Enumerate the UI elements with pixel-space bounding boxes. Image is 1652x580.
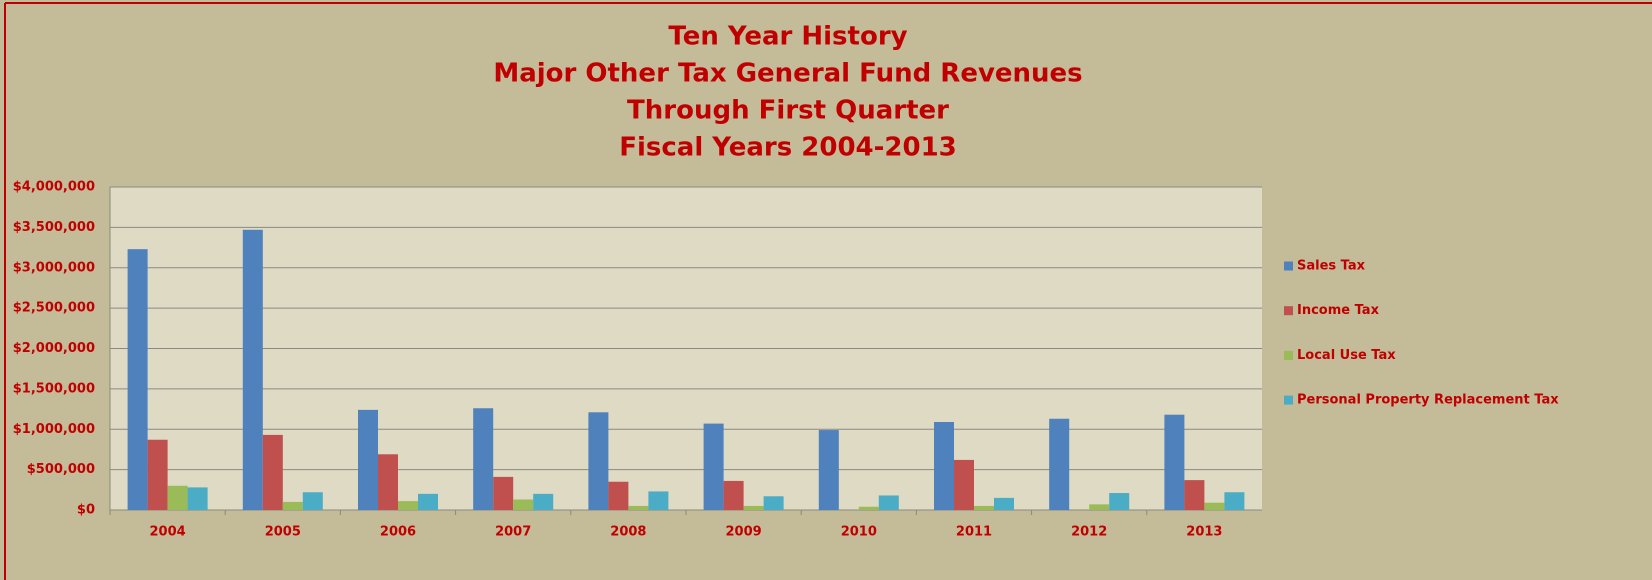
legend-swatch bbox=[1284, 395, 1293, 405]
bar bbox=[262, 434, 283, 510]
bar bbox=[994, 497, 1014, 510]
x-tick-label: 2005 bbox=[265, 525, 301, 540]
bar bbox=[954, 459, 974, 510]
bar bbox=[588, 412, 609, 510]
bar bbox=[398, 501, 418, 510]
y-tick-label: $1,000,000 bbox=[13, 422, 95, 437]
bar bbox=[1089, 504, 1110, 510]
legend-label: Personal Property Replacement Tax bbox=[1297, 393, 1559, 408]
bar bbox=[127, 249, 148, 511]
chart-title: Fiscal Years 2004-2013 bbox=[619, 133, 957, 163]
bar bbox=[878, 495, 899, 510]
bar bbox=[934, 421, 954, 510]
bar bbox=[763, 496, 784, 510]
x-tick-label: 2012 bbox=[1071, 525, 1107, 540]
bar bbox=[723, 480, 744, 510]
bar bbox=[242, 229, 263, 511]
x-tick-label: 2011 bbox=[956, 525, 992, 540]
bar bbox=[493, 476, 514, 510]
bar bbox=[358, 409, 378, 510]
bar bbox=[1109, 493, 1130, 510]
y-tick-label: $1,500,000 bbox=[13, 381, 95, 396]
chart-title: Major Other Tax General Fund Revenues bbox=[493, 59, 1082, 89]
x-tick-label: 2006 bbox=[380, 525, 416, 540]
bar bbox=[187, 487, 208, 510]
bar bbox=[147, 439, 168, 510]
bar bbox=[418, 493, 438, 510]
bar bbox=[1164, 414, 1185, 510]
y-tick-label: $500,000 bbox=[27, 462, 95, 477]
y-tick-label: $3,500,000 bbox=[13, 220, 95, 235]
bar bbox=[378, 454, 398, 510]
legend-swatch bbox=[1284, 261, 1293, 271]
chart-title: Through First Quarter bbox=[627, 96, 949, 126]
bar bbox=[1204, 502, 1225, 510]
y-tick-label: $0 bbox=[77, 503, 95, 518]
bar bbox=[302, 492, 323, 510]
bar bbox=[167, 485, 188, 510]
bar bbox=[608, 481, 629, 510]
chart-title: Ten Year History bbox=[668, 22, 907, 52]
legend-label: Sales Tax bbox=[1297, 259, 1366, 274]
bar bbox=[818, 430, 839, 510]
y-tick-label: $4,000,000 bbox=[13, 180, 95, 195]
bar bbox=[1049, 418, 1070, 510]
bar bbox=[648, 491, 669, 510]
bar bbox=[858, 506, 879, 510]
legend-label: Income Tax bbox=[1297, 303, 1380, 318]
x-tick-label: 2009 bbox=[726, 525, 762, 540]
bar bbox=[743, 505, 764, 510]
y-tick-label: $2,000,000 bbox=[13, 341, 95, 356]
legend-label: Local Use Tax bbox=[1297, 348, 1396, 363]
legend-swatch bbox=[1284, 350, 1293, 360]
bar bbox=[513, 499, 534, 510]
y-tick-label: $3,000,000 bbox=[13, 260, 95, 275]
x-tick-label: 2004 bbox=[150, 525, 186, 540]
x-tick-label: 2007 bbox=[495, 525, 531, 540]
bar bbox=[533, 493, 554, 510]
bar bbox=[703, 423, 724, 510]
bar bbox=[473, 408, 494, 510]
x-tick-label: 2010 bbox=[841, 525, 877, 540]
bar bbox=[974, 505, 994, 510]
legend-swatch bbox=[1284, 306, 1293, 316]
x-tick-label: 2013 bbox=[1186, 525, 1222, 540]
bar bbox=[1184, 480, 1205, 510]
bar bbox=[282, 501, 303, 510]
x-tick-label: 2008 bbox=[610, 525, 646, 540]
bar bbox=[1224, 492, 1245, 510]
y-tick-label: $2,500,000 bbox=[13, 301, 95, 316]
bar bbox=[628, 505, 649, 510]
